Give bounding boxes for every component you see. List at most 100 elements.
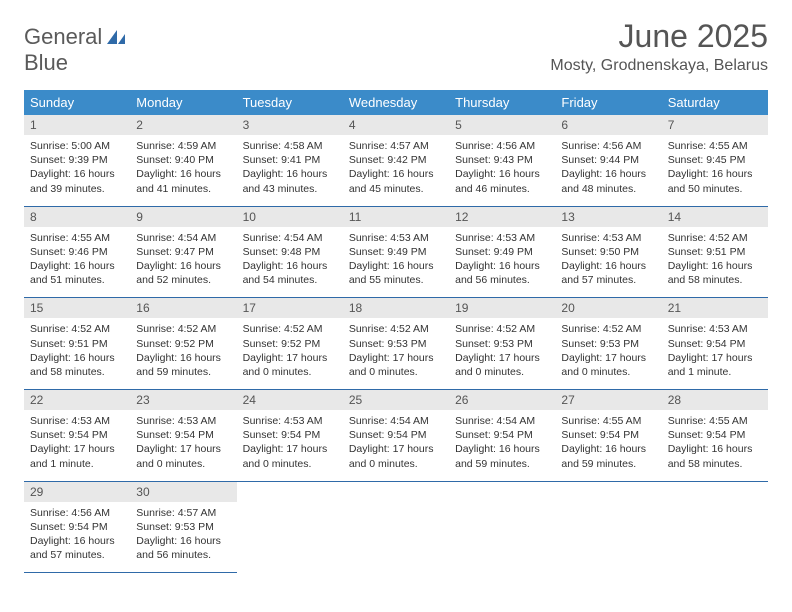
daylight-line: Daylight: 16 hours and 58 minutes. <box>668 443 753 469</box>
sunrise-line: Sunrise: 4:56 AM <box>561 140 641 152</box>
sunset-line: Sunset: 9:51 PM <box>30 338 108 350</box>
day-number: 1 <box>24 115 130 135</box>
day-number: 24 <box>237 390 343 410</box>
daylight-line: Daylight: 16 hours and 39 minutes. <box>30 168 115 194</box>
calendar-day-cell: 22Sunrise: 4:53 AMSunset: 9:54 PMDayligh… <box>24 390 130 482</box>
sunrise-line: Sunrise: 4:56 AM <box>30 507 110 519</box>
sunrise-line: Sunrise: 4:52 AM <box>455 323 535 335</box>
day-number: 7 <box>662 115 768 135</box>
day-number: 18 <box>343 298 449 318</box>
sunset-line: Sunset: 9:53 PM <box>455 338 533 350</box>
calendar-day-cell: 20Sunrise: 4:52 AMSunset: 9:53 PMDayligh… <box>555 298 661 390</box>
day-body: Sunrise: 4:56 AM Sunset: 9:54 PM Daylight:… <box>24 502 130 573</box>
calendar-day-cell: 30Sunrise: 4:57 AMSunset: 9:53 PMDayligh… <box>130 482 236 574</box>
sunset-line: Sunset: 9:54 PM <box>349 429 427 441</box>
day-body <box>662 488 768 548</box>
sunrise-line: Sunrise: 4:56 AM <box>455 140 535 152</box>
weekday-header: Friday <box>555 90 661 115</box>
day-body: Sunrise: 4:54 AMSunset: 9:54 PMDaylight:… <box>343 410 449 481</box>
sunrise-line: Sunrise: 4:52 AM <box>668 232 748 244</box>
calendar-day-cell: 5Sunrise: 4:56 AMSunset: 9:43 PMDaylight… <box>449 115 555 207</box>
daylight-line: Daylight: 16 hours and 57 minutes. <box>30 535 115 561</box>
day-body <box>343 488 449 548</box>
daylight-line: Daylight: 16 hours and 58 minutes. <box>668 260 753 286</box>
day-number: 5 <box>449 115 555 135</box>
calendar-day-cell: 14Sunrise: 4:52 AMSunset: 9:51 PMDayligh… <box>662 207 768 299</box>
day-body: Sunrise: 4:52 AMSunset: 9:53 PMDaylight:… <box>343 318 449 389</box>
day-body <box>555 488 661 548</box>
sunset-line: Sunset: 9:54 PM <box>455 429 533 441</box>
calendar-day-cell <box>449 482 555 574</box>
sunrise-line: Sunrise: 4:55 AM <box>30 232 110 244</box>
day-number: 22 <box>24 390 130 410</box>
day-body: Sunrise: 5:00 AMSunset: 9:39 PMDaylight:… <box>24 135 130 206</box>
sunrise-line: Sunrise: 4:53 AM <box>455 232 535 244</box>
day-number: 21 <box>662 298 768 318</box>
calendar-week-row: 1Sunrise: 5:00 AMSunset: 9:39 PMDaylight… <box>24 115 768 207</box>
location-text: Mosty, Grodnenskaya, Belarus <box>550 57 768 75</box>
sunrise-line: Sunrise: 4:54 AM <box>136 232 216 244</box>
weekday-header: Sunday <box>24 90 130 115</box>
sunset-line: Sunset: 9:41 PM <box>243 154 321 166</box>
daylight-line: Daylight: 16 hours and 59 minutes. <box>136 352 221 378</box>
day-body: Sunrise: 4:53 AMSunset: 9:49 PMDaylight:… <box>449 227 555 298</box>
day-number: 15 <box>24 298 130 318</box>
sunset-line: Sunset: 9:42 PM <box>349 154 427 166</box>
day-number: 29 <box>24 482 130 502</box>
day-number: 17 <box>237 298 343 318</box>
sunrise-line: Sunrise: 4:52 AM <box>136 323 216 335</box>
daylight-line: Daylight: 16 hours and 48 minutes. <box>561 168 646 194</box>
calendar-day-cell: 11Sunrise: 4:53 AMSunset: 9:49 PMDayligh… <box>343 207 449 299</box>
calendar-day-cell: 9Sunrise: 4:54 AMSunset: 9:47 PMDaylight… <box>130 207 236 299</box>
calendar-day-cell: 8Sunrise: 4:55 AMSunset: 9:46 PMDaylight… <box>24 207 130 299</box>
day-body: Sunrise: 4:53 AMSunset: 9:54 PMDaylight:… <box>662 318 768 389</box>
day-number: 4 <box>343 115 449 135</box>
sunrise-line: Sunrise: 4:59 AM <box>136 140 216 152</box>
calendar-week-row: 15 Sunrise: 4:52 AM Sunset: 9:51 PM Dayligh… <box>24 298 768 390</box>
day-number: 3 <box>237 115 343 135</box>
day-body: Sunrise: 4:53 AM Sunset: 9:50 PM Daylight:… <box>555 227 661 298</box>
sunset-line: Sunset: 9:50 PM <box>561 246 639 258</box>
calendar-day-cell: 19Sunrise: 4:52 AMSunset: 9:53 PMDayligh… <box>449 298 555 390</box>
calendar-day-cell: 13 Sunrise: 4:53 AM Sunset: 9:50 PM Dayligh… <box>555 207 661 299</box>
day-number: 10 <box>237 207 343 227</box>
calendar-day-cell: 7Sunrise: 4:55 AMSunset: 9:45 PMDaylight… <box>662 115 768 207</box>
day-body: Sunrise: 4:54 AMSunset: 9:48 PMDaylight:… <box>237 227 343 298</box>
sunset-line: Sunset: 9:54 PM <box>561 429 639 441</box>
sunrise-line: Sunrise: 4:54 AM <box>455 415 535 427</box>
daylight-line: Daylight: 17 hours and 1 minute. <box>668 352 753 378</box>
daylight-line: Daylight: 16 hours and 51 minutes. <box>30 260 115 286</box>
sunset-line: Sunset: 9:54 PM <box>136 429 214 441</box>
brand-logo: General Blue <box>24 24 125 76</box>
sunrise-line: Sunrise: 4:52 AM <box>561 323 641 335</box>
daylight-line: Daylight: 16 hours and 54 minutes. <box>243 260 328 286</box>
sunset-line: Sunset: 9:54 PM <box>30 521 108 533</box>
brand-part2: Blue <box>24 50 68 75</box>
day-number: 6 <box>555 115 661 135</box>
day-body <box>449 488 555 548</box>
page-title: June 2025 <box>550 18 768 55</box>
day-body: Sunrise: 4:53 AMSunset: 9:54 PMDaylight:… <box>237 410 343 481</box>
sunset-line: Sunset: 9:45 PM <box>668 154 746 166</box>
day-body: Sunrise: 4:57 AMSunset: 9:42 PMDaylight:… <box>343 135 449 206</box>
daylight-line: Daylight: 17 hours and 0 minutes. <box>455 352 540 378</box>
sunrise-line: Sunrise: 4:54 AM <box>349 415 429 427</box>
sunrise-line: Sunrise: 4:53 AM <box>561 232 641 244</box>
day-number: 30 <box>130 482 236 502</box>
weekday-header: Monday <box>130 90 236 115</box>
sunrise-line: Sunrise: 4:52 AM <box>243 323 323 335</box>
calendar-day-cell: 24Sunrise: 4:53 AMSunset: 9:54 PMDayligh… <box>237 390 343 482</box>
day-number: 27 <box>555 390 661 410</box>
daylight-line: Daylight: 16 hours and 56 minutes. <box>136 535 221 561</box>
day-body: Sunrise: 4:55 AMSunset: 9:46 PMDaylight:… <box>24 227 130 298</box>
sunset-line: Sunset: 9:44 PM <box>561 154 639 166</box>
sunrise-line: Sunrise: 4:53 AM <box>349 232 429 244</box>
calendar-day-cell: 18Sunrise: 4:52 AMSunset: 9:53 PMDayligh… <box>343 298 449 390</box>
sunrise-line: Sunrise: 4:53 AM <box>30 415 110 427</box>
calendar-day-cell: 29 Sunrise: 4:56 AM Sunset: 9:54 PM Dayligh… <box>24 482 130 574</box>
sunrise-line: Sunrise: 4:52 AM <box>30 323 110 335</box>
daylight-line: Daylight: 16 hours and 57 minutes. <box>561 260 646 286</box>
day-number: 13 <box>555 207 661 227</box>
sunset-line: Sunset: 9:53 PM <box>136 521 214 533</box>
sunset-line: Sunset: 9:40 PM <box>136 154 214 166</box>
